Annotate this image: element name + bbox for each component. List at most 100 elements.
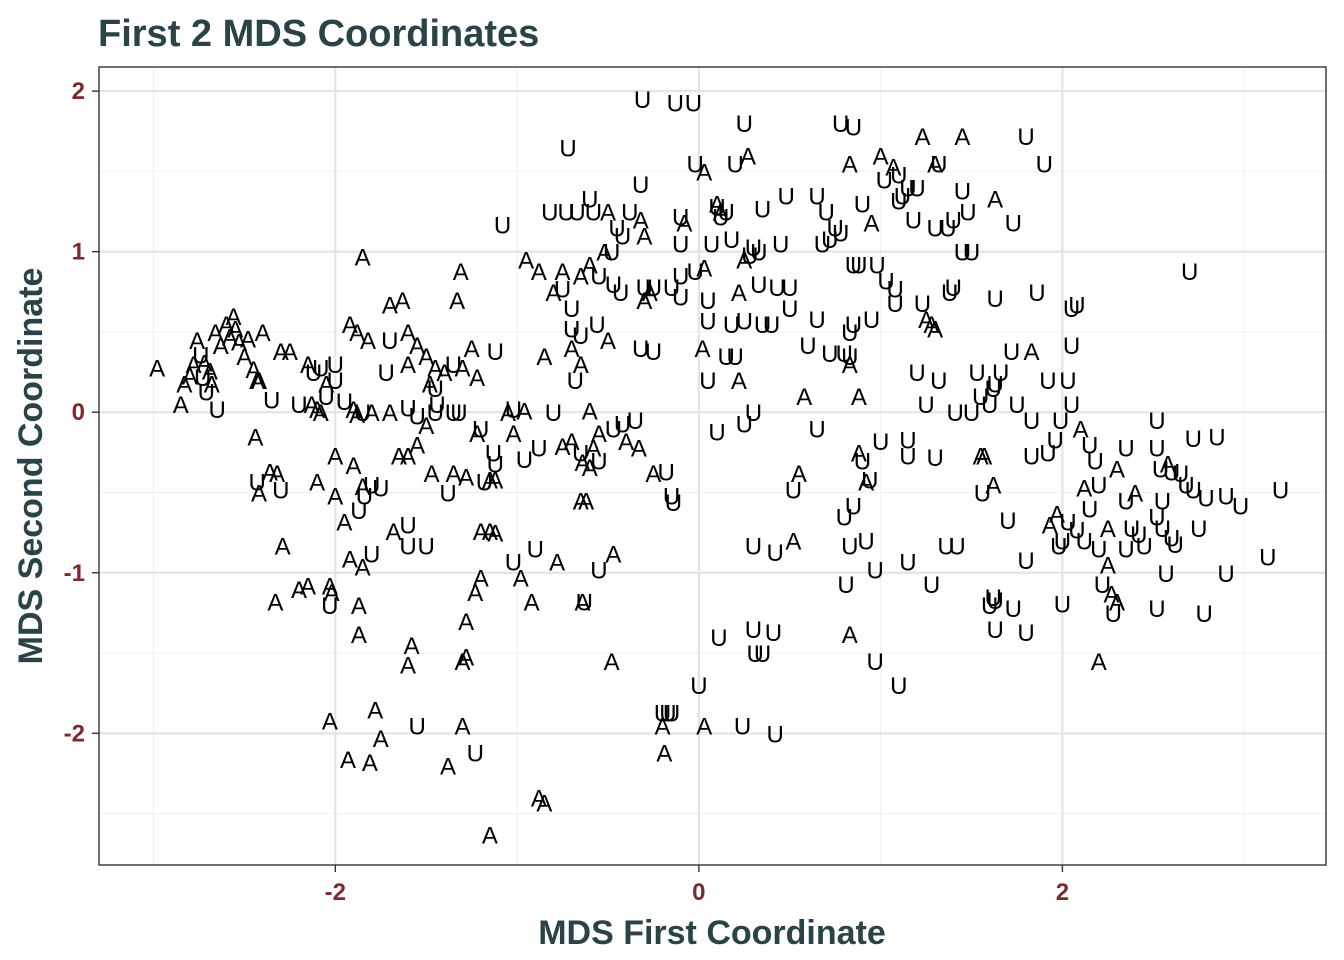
point-u: U bbox=[1148, 436, 1165, 463]
point-u: U bbox=[427, 400, 444, 427]
point-u: U bbox=[841, 344, 858, 371]
point-u: U bbox=[545, 400, 562, 427]
point-a: A bbox=[1100, 553, 1116, 580]
point-a: A bbox=[236, 344, 252, 371]
point-a: A bbox=[473, 566, 489, 593]
point-u: U bbox=[399, 533, 416, 560]
point-u: U bbox=[765, 620, 782, 647]
point-u: U bbox=[767, 721, 784, 748]
point-a: A bbox=[364, 400, 380, 427]
point-u: U bbox=[428, 392, 445, 419]
point-a: A bbox=[575, 590, 591, 617]
point-a: A bbox=[524, 590, 540, 617]
point-a: A bbox=[555, 434, 571, 461]
point-a: A bbox=[954, 124, 970, 151]
point-u: U bbox=[576, 590, 593, 617]
point-u: U bbox=[272, 477, 289, 504]
point-a: A bbox=[349, 402, 365, 429]
point-a: A bbox=[186, 352, 202, 379]
point-a: A bbox=[400, 444, 416, 471]
point-a: A bbox=[455, 713, 471, 740]
point-a: A bbox=[395, 288, 411, 315]
point-a: A bbox=[636, 288, 652, 315]
x-tick-label: 2 bbox=[1056, 879, 1069, 906]
point-a: A bbox=[273, 339, 289, 366]
point-u: U bbox=[754, 312, 771, 339]
point-u: U bbox=[1232, 493, 1249, 520]
point-u: U bbox=[781, 275, 798, 302]
point-a: A bbox=[1042, 513, 1058, 540]
point-u: U bbox=[985, 376, 1002, 403]
point-a: A bbox=[231, 330, 247, 357]
point-u: U bbox=[745, 235, 762, 262]
point-u: U bbox=[923, 572, 940, 599]
point-u: U bbox=[1154, 516, 1171, 543]
point-a: A bbox=[636, 224, 652, 251]
point-u: U bbox=[981, 593, 998, 620]
point-a: A bbox=[458, 644, 474, 671]
point-u: U bbox=[614, 224, 631, 251]
point-a: A bbox=[676, 211, 692, 238]
point-u: U bbox=[690, 673, 707, 700]
point-a: A bbox=[709, 191, 725, 218]
chart-title: First 2 MDS Coordinates bbox=[98, 13, 539, 55]
point-a: A bbox=[518, 248, 534, 275]
point-a: A bbox=[300, 574, 316, 601]
point-a: A bbox=[249, 368, 265, 395]
point-u: U bbox=[736, 111, 753, 138]
point-a: A bbox=[713, 200, 729, 227]
point-u: U bbox=[745, 617, 762, 644]
point-u: U bbox=[948, 533, 965, 560]
point-a: A bbox=[342, 312, 358, 339]
point-u: U bbox=[605, 272, 622, 299]
point-a: A bbox=[600, 200, 616, 227]
point-u: U bbox=[445, 352, 462, 379]
point-u: U bbox=[1059, 509, 1076, 536]
point-u: U bbox=[992, 360, 1009, 387]
point-a: A bbox=[436, 360, 452, 387]
point-u: U bbox=[1185, 477, 1202, 504]
point-u: U bbox=[1054, 591, 1071, 618]
point-u: U bbox=[894, 183, 911, 210]
point-a: A bbox=[304, 392, 320, 419]
point-u: U bbox=[467, 741, 484, 768]
point-a: A bbox=[631, 436, 647, 463]
point-a: A bbox=[176, 371, 192, 398]
point-u: U bbox=[588, 312, 605, 339]
point-u: U bbox=[590, 448, 607, 475]
point-u: U bbox=[736, 411, 753, 438]
point-u: U bbox=[1090, 472, 1107, 499]
point-a: A bbox=[482, 822, 498, 849]
point-u: U bbox=[632, 336, 649, 363]
point-u: U bbox=[887, 291, 904, 318]
point-a: A bbox=[282, 339, 298, 366]
point-u: U bbox=[699, 309, 716, 336]
point-u: U bbox=[750, 272, 767, 299]
point-a: A bbox=[1160, 452, 1176, 479]
point-u: U bbox=[590, 558, 607, 585]
point-u: U bbox=[557, 200, 574, 227]
point-u: U bbox=[318, 384, 335, 411]
point-u: U bbox=[1154, 489, 1171, 516]
point-u: U bbox=[876, 167, 893, 194]
point-u: U bbox=[890, 673, 907, 700]
y-tick-label: -1 bbox=[64, 560, 85, 587]
point-a: A bbox=[482, 468, 498, 495]
point-a: A bbox=[531, 786, 547, 813]
point-u: U bbox=[905, 208, 922, 235]
point-a: A bbox=[449, 288, 465, 315]
point-a: A bbox=[536, 344, 552, 371]
point-u: U bbox=[476, 469, 493, 496]
point-a: A bbox=[796, 384, 812, 411]
point-u: U bbox=[821, 341, 838, 368]
point-a: A bbox=[469, 365, 485, 392]
point-u: U bbox=[723, 227, 740, 254]
point-a: A bbox=[1076, 476, 1092, 503]
point-a: A bbox=[656, 741, 672, 768]
point-a: A bbox=[300, 352, 316, 379]
point-a: A bbox=[251, 368, 267, 395]
point-u: U bbox=[754, 641, 771, 668]
point-u: U bbox=[572, 440, 589, 467]
point-u: U bbox=[208, 397, 225, 424]
point-u: U bbox=[745, 400, 762, 427]
